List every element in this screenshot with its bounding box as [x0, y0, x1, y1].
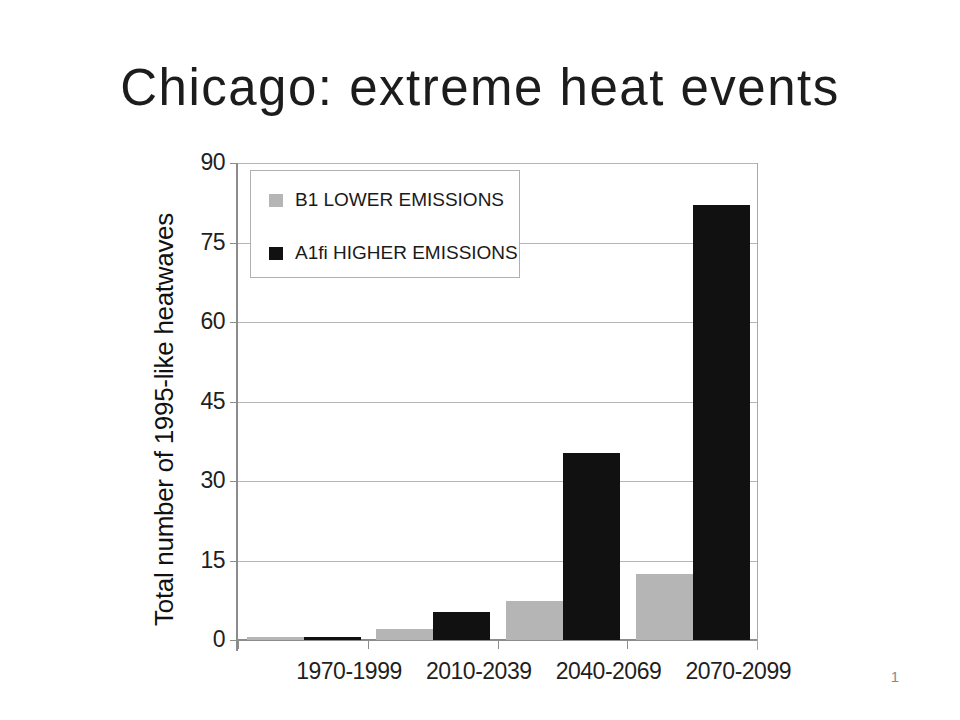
legend-label-b1: B1 LOWER EMISSIONS — [295, 189, 504, 211]
gridline-15 — [238, 561, 757, 562]
y-tick-label-30: 30 — [165, 467, 225, 494]
y-tick-label-0: 0 — [165, 626, 225, 653]
bar-2040-2069-a1fi — [563, 453, 620, 640]
legend-item-a1fi: A1fi HIGHER EMISSIONS — [269, 243, 518, 263]
x-tick-label-2040-2069: 2040-2069 — [539, 658, 679, 685]
x-tick-mark-0 — [238, 640, 239, 649]
y-tick-mark-75 — [230, 243, 238, 244]
y-tick-label-75: 75 — [165, 229, 225, 256]
y-tick-mark-60 — [230, 322, 238, 323]
legend-marker-b1-swatch — [269, 194, 283, 207]
y-tick-mark-45 — [230, 402, 238, 403]
x-tick-label-1970-1999: 1970-1999 — [279, 658, 419, 685]
y-tick-mark-90 — [230, 163, 238, 164]
page-number: 1 — [860, 668, 930, 685]
x-tick-label-2010-2039: 2010-2039 — [409, 658, 549, 685]
slide: Chicago: extreme heat events Total numbe… — [0, 0, 960, 720]
y-tick-label-15: 15 — [165, 547, 225, 574]
legend-label-a1fi: A1fi HIGHER EMISSIONS — [295, 242, 518, 264]
gridline-90 — [238, 163, 757, 164]
gridline-30 — [238, 481, 757, 482]
bar-1970-1999-b1 — [247, 637, 304, 640]
y-tick-label-60: 60 — [165, 308, 225, 335]
gridline-60 — [238, 322, 757, 323]
x-tick-label-2070-2099: 2070-2099 — [668, 658, 808, 685]
bar-2010-2039-b1 — [376, 629, 433, 640]
bar-1970-1999-a1fi — [304, 637, 361, 640]
x-tick-mark-2 — [498, 640, 499, 649]
bar-2070-2099-a1fi — [693, 205, 750, 640]
x-tick-mark-3 — [627, 640, 628, 649]
bar-2010-2039-a1fi — [433, 612, 490, 640]
legend: B1 LOWER EMISSIONS A1fi HIGHER EMISSIONS — [250, 170, 520, 278]
slide-title: Chicago: extreme heat events — [0, 58, 960, 117]
legend-marker-a1fi-swatch — [269, 247, 283, 260]
x-tick-mark-1 — [368, 640, 369, 649]
legend-item-b1: B1 LOWER EMISSIONS — [269, 190, 504, 210]
y-tick-label-90: 90 — [165, 149, 225, 176]
y-tick-label-45: 45 — [165, 388, 225, 415]
y-tick-mark-15 — [230, 561, 238, 562]
y-tick-mark-0 — [230, 640, 238, 641]
y-tick-mark-30 — [230, 481, 238, 482]
plot-right-border — [757, 163, 758, 650]
bar-2070-2099-b1 — [636, 574, 693, 640]
bar-2040-2069-b1 — [506, 601, 563, 640]
gridline-45 — [238, 402, 757, 403]
